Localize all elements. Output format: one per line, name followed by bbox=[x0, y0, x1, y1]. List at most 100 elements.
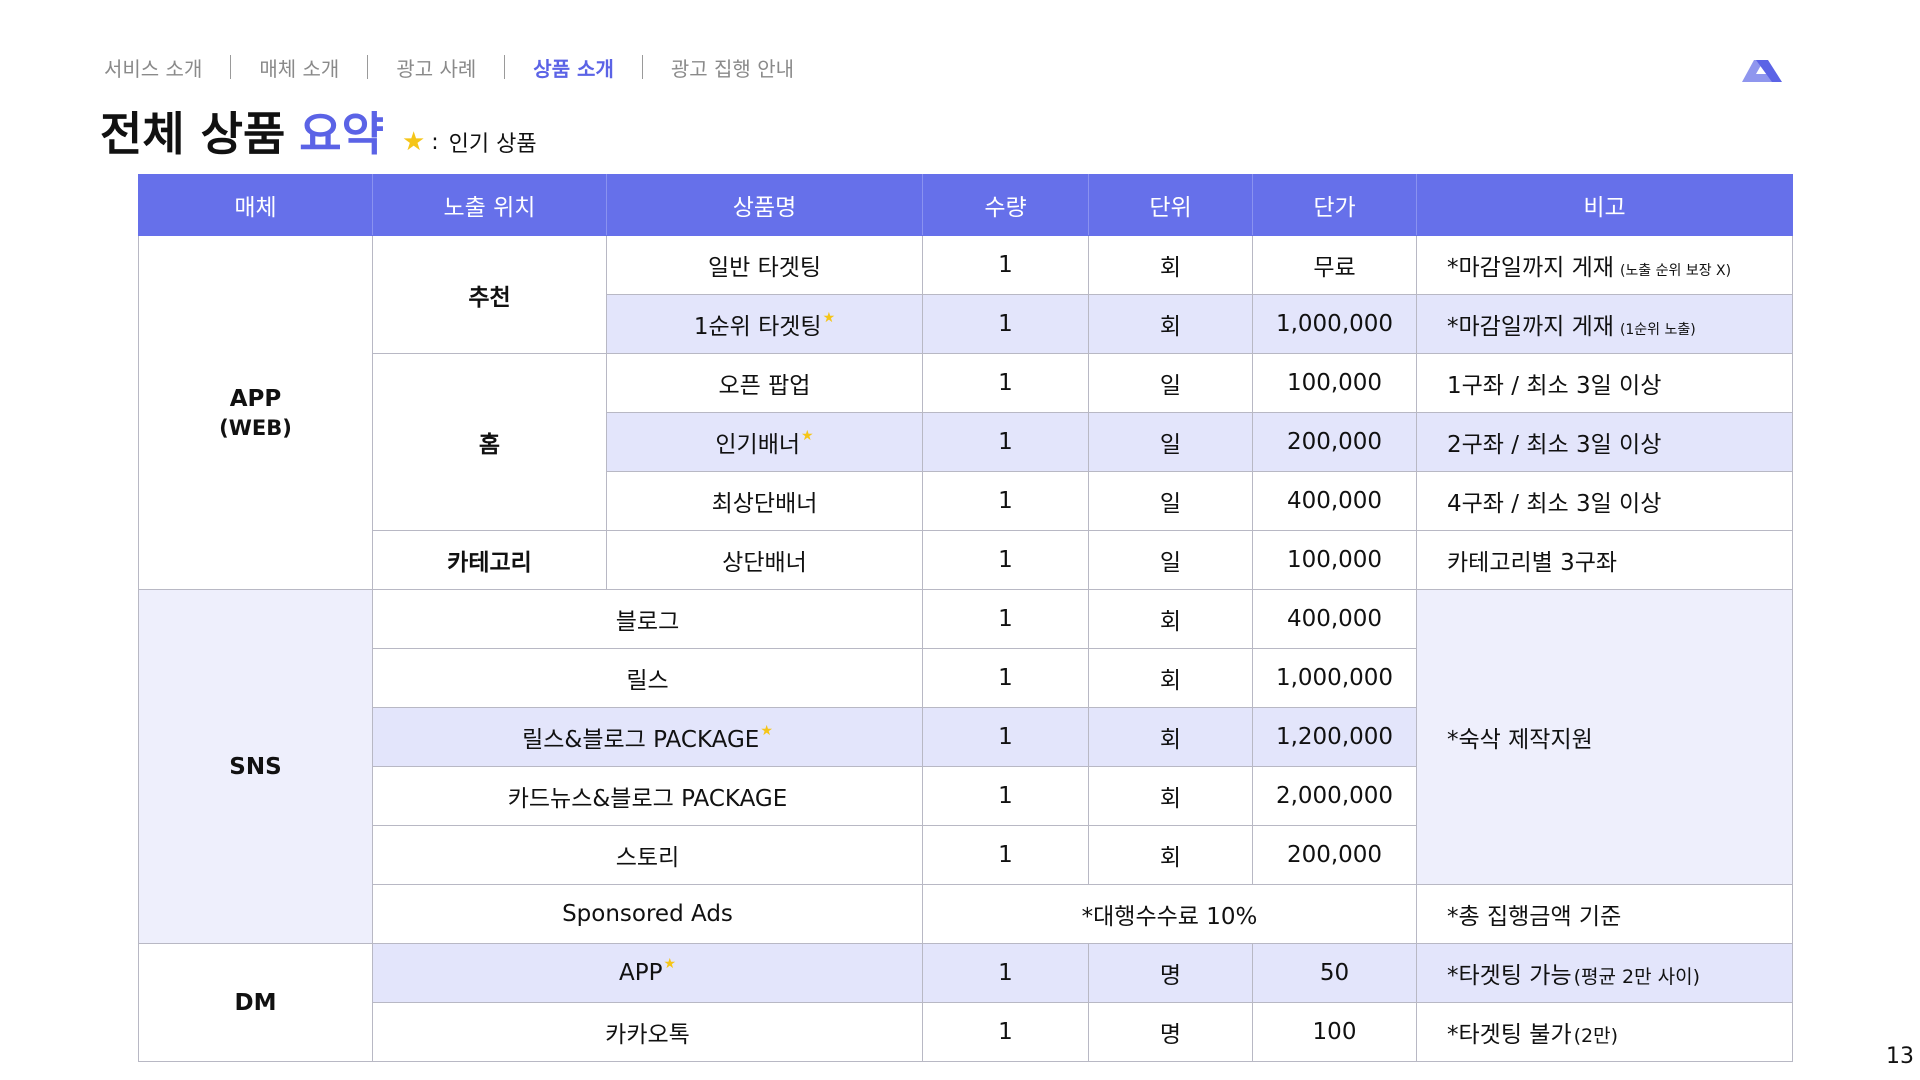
qty-cell: 1 bbox=[922, 412, 1089, 472]
qty-cell: 1 bbox=[922, 353, 1089, 413]
price-cell: 1,000,000 bbox=[1252, 648, 1417, 708]
qty-cell: 1 bbox=[922, 1002, 1089, 1062]
price-cell: 1,000,000 bbox=[1252, 294, 1417, 354]
table-row: 카드뉴스&블로그 PACKAGE 1 회 2,000,000 bbox=[139, 766, 1793, 826]
nav-item-product-intro[interactable]: 상품 소개 bbox=[533, 56, 614, 81]
table-row: 인기배너★ 1 일 200,000 2구좌 / 최소 3일 이상 bbox=[139, 412, 1793, 472]
note-cell: *총 집행금액 기준 bbox=[1416, 884, 1793, 944]
product-cell: 상단배너 bbox=[606, 530, 923, 590]
qty-cell: 1 bbox=[922, 235, 1089, 295]
table-row: SNS 블로그 1 회 400,000 *숙삭 제작지원 bbox=[138, 589, 1793, 944]
price-cell: 200,000 bbox=[1252, 825, 1417, 885]
brand-logo-icon bbox=[1742, 60, 1782, 82]
product-summary-table: 매체 노출 위치 상품명 수량 단위 단가 비고 APP (WEB) 추천 일반… bbox=[138, 174, 1793, 1062]
table-row: 최상단배너 1 일 400,000 4구좌 / 최소 3일 이상 bbox=[139, 471, 1793, 531]
nav-item-service-intro[interactable]: 서비스 소개 bbox=[104, 56, 203, 81]
qty-cell: 1 bbox=[922, 766, 1089, 826]
qty-cell: 1 bbox=[922, 707, 1089, 767]
nav-item-media-intro[interactable]: 매체 소개 bbox=[259, 56, 340, 81]
table-row: 릴스 1 회 1,000,000 bbox=[139, 648, 1793, 708]
nav-item-ad-cases[interactable]: 광고 사례 bbox=[396, 56, 477, 81]
nav-divider bbox=[367, 55, 369, 79]
nav-divider bbox=[230, 55, 232, 79]
table-row: 릴스&블로그 PACKAGE★ 1 회 1,200,000 bbox=[139, 707, 1793, 767]
note-cell: *마감일까지 게재 (노출 순위 보장 X) bbox=[1416, 235, 1793, 295]
legend-label: 인기 상품 bbox=[448, 132, 537, 157]
note-small: (평균 2만 사이) bbox=[1573, 966, 1701, 988]
star-icon: ★ bbox=[401, 127, 426, 157]
note-text: *타겟팅 불가 bbox=[1447, 1022, 1572, 1048]
product-cell: 일반 타겟팅 bbox=[606, 235, 923, 295]
note-small: (노출 순위 보장 X) bbox=[1619, 263, 1732, 279]
note-cell: *타겟팅 불가 (2만) bbox=[1416, 1002, 1793, 1062]
price-cell: 100 bbox=[1252, 1002, 1417, 1062]
star-icon: ★ bbox=[663, 956, 677, 972]
price-cell: 200,000 bbox=[1252, 412, 1417, 472]
table-header-row: 매체 노출 위치 상품명 수량 단위 단가 비고 bbox=[138, 174, 1793, 236]
note-cell: *마감일까지 게재 (1순위 노출) bbox=[1416, 294, 1793, 354]
unit-cell: 회 bbox=[1088, 825, 1253, 885]
page-title-main: 전체 상품 bbox=[100, 107, 286, 161]
table-row: 스토리 1 회 200,000 bbox=[139, 825, 1793, 885]
section-nav: 서비스 소개 매체 소개 광고 사례 상품 소개 광고 집행 안내 bbox=[104, 52, 794, 82]
price-cell: 400,000 bbox=[1252, 471, 1417, 531]
table-row: APP (WEB) 추천 일반 타겟팅 1 회 무료 *마감일까지 게재 (노출 … bbox=[138, 235, 1793, 590]
fee-cell: *대행수수료 10% bbox=[922, 884, 1417, 944]
unit-cell: 회 bbox=[1088, 235, 1253, 295]
media-cell-sns: SNS bbox=[138, 589, 373, 944]
star-icon: ★ bbox=[801, 428, 814, 444]
product-cell: APP★ bbox=[372, 943, 923, 1003]
table-row: Sponsored Ads *대행수수료 10% *총 집행금액 기준 bbox=[139, 884, 1793, 944]
unit-cell: 일 bbox=[1088, 353, 1253, 413]
star-icon: ★ bbox=[822, 310, 836, 326]
product-cell: Sponsored Ads bbox=[372, 884, 923, 944]
price-cell: 100,000 bbox=[1252, 530, 1417, 590]
header-product: 상품명 bbox=[606, 174, 923, 236]
unit-cell: 일 bbox=[1088, 412, 1253, 472]
note-small: (1순위 노출) bbox=[1619, 322, 1696, 338]
media-cell-dm: DM bbox=[138, 943, 373, 1062]
unit-cell: 회 bbox=[1088, 648, 1253, 708]
product-cell: 블로그 bbox=[372, 589, 923, 649]
media-sub: (WEB) bbox=[219, 415, 292, 440]
unit-cell: 회 bbox=[1088, 707, 1253, 767]
product-name: APP bbox=[618, 960, 663, 986]
nav-item-ad-guide[interactable]: 광고 집행 안내 bbox=[670, 56, 794, 81]
qty-cell: 1 bbox=[922, 294, 1089, 354]
note-cell-sns: *숙삭 제작지원 bbox=[1416, 589, 1793, 885]
position-cell: 홈 bbox=[372, 353, 607, 531]
note-cell: *타겟팅 가능 (평균 2만 사이) bbox=[1416, 943, 1793, 1003]
product-cell: 카카오톡 bbox=[372, 1002, 923, 1062]
page-number: 13 bbox=[1886, 1044, 1914, 1069]
table-row: 1순위 타겟팅★ 1 회 1,000,000 *마감일까지 게재 (1순위 노출) bbox=[139, 294, 1793, 354]
note-cell: 1구좌 / 최소 3일 이상 bbox=[1416, 353, 1793, 413]
qty-cell: 1 bbox=[922, 825, 1089, 885]
note-cell: 4구좌 / 최소 3일 이상 bbox=[1416, 471, 1793, 531]
table-row: 홈 오픈 팝업 1 일 100,000 1구좌 / 최소 3일 이상 bbox=[139, 353, 1793, 531]
header-media: 매체 bbox=[138, 174, 373, 236]
qty-cell: 1 bbox=[922, 589, 1089, 649]
product-name: 릴스&블로그 PACKAGE bbox=[522, 727, 760, 753]
popular-legend: ★ : 인기 상품 bbox=[402, 126, 537, 158]
position-cell: 카테고리 bbox=[372, 530, 607, 590]
qty-cell: 1 bbox=[922, 943, 1089, 1003]
legend-separator: : bbox=[431, 129, 439, 155]
product-name: 1순위 타겟팅 bbox=[693, 314, 822, 340]
qty-cell: 1 bbox=[922, 530, 1089, 590]
page-title-accent: 요약 bbox=[299, 107, 384, 161]
header-position: 노출 위치 bbox=[372, 174, 607, 236]
header-qty: 수량 bbox=[922, 174, 1089, 236]
unit-cell: 회 bbox=[1088, 589, 1253, 649]
star-icon: ★ bbox=[760, 723, 773, 739]
nav-divider bbox=[504, 55, 506, 79]
price-cell: 무료 bbox=[1252, 235, 1417, 295]
unit-cell: 회 bbox=[1088, 294, 1253, 354]
nav-divider bbox=[641, 55, 643, 79]
note-text: *타겟팅 가능 bbox=[1447, 963, 1572, 989]
product-cell: 카드뉴스&블로그 PACKAGE bbox=[372, 766, 923, 826]
price-cell: 1,200,000 bbox=[1252, 707, 1417, 767]
price-cell: 400,000 bbox=[1252, 589, 1417, 649]
table-row: 카테고리 상단배너 1 일 100,000 카테고리별 3구좌 bbox=[139, 530, 1793, 590]
qty-cell: 1 bbox=[922, 471, 1089, 531]
unit-cell: 명 bbox=[1088, 1002, 1253, 1062]
